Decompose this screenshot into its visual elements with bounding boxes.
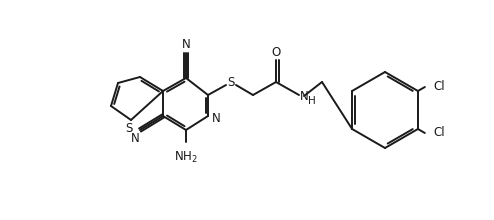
Text: S: S xyxy=(125,123,133,136)
Text: N: N xyxy=(300,90,309,103)
Text: NH$_2$: NH$_2$ xyxy=(174,150,198,165)
Text: N: N xyxy=(182,38,190,51)
Text: O: O xyxy=(271,46,281,59)
Text: N: N xyxy=(211,112,220,125)
Text: H: H xyxy=(308,96,316,106)
Text: S: S xyxy=(227,75,235,88)
Text: Cl: Cl xyxy=(434,126,446,139)
Text: N: N xyxy=(130,132,139,145)
Text: Cl: Cl xyxy=(434,81,446,94)
